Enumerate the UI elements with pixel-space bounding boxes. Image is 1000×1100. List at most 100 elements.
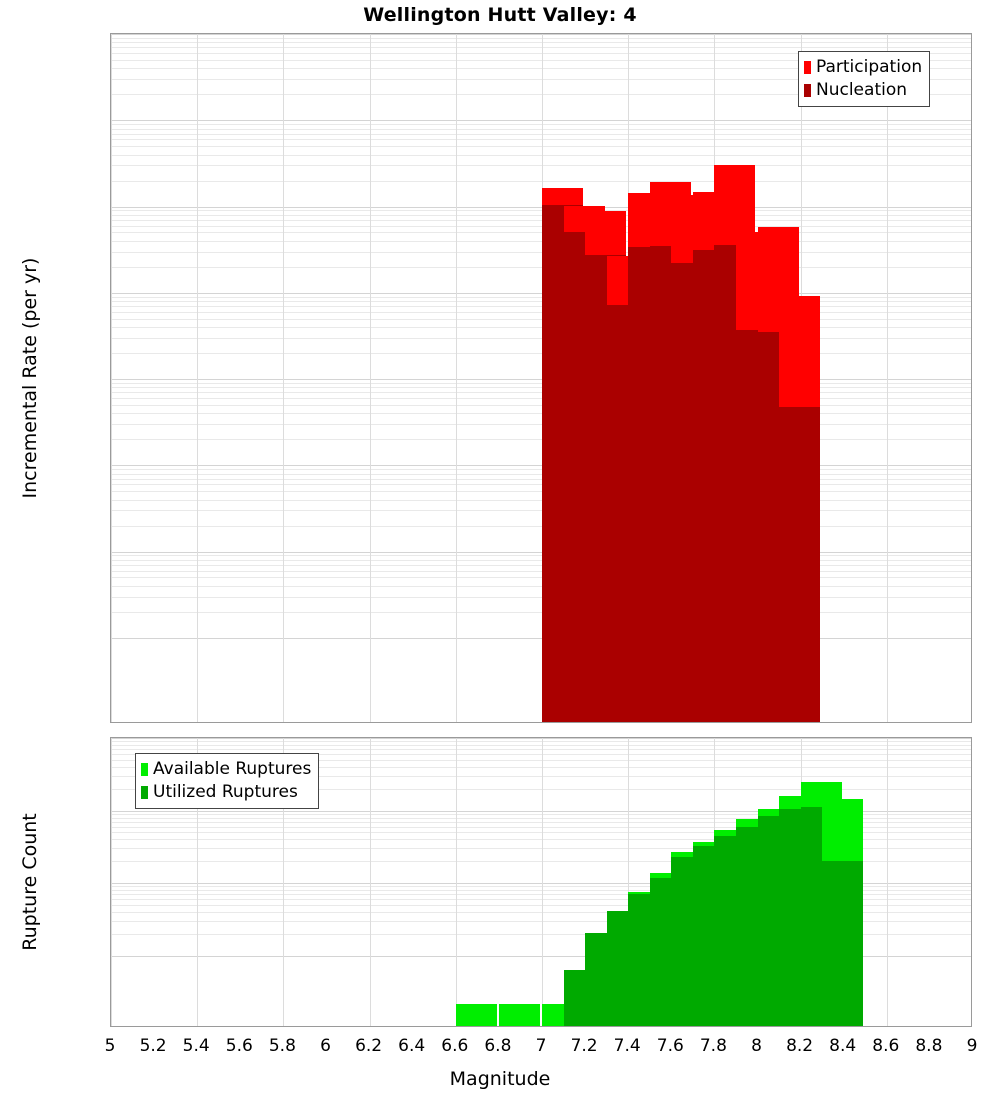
grid-line-minor [111,822,971,823]
legend-label: Nucleation [816,80,908,100]
x-tick-label: 6.6 [441,1036,469,1056]
x-tick-label: 8.8 [915,1036,943,1056]
grid-line-major [111,465,971,466]
bar-group [822,738,863,1026]
x-tick-label: 5.2 [139,1036,167,1056]
grid-line-minor [111,749,971,750]
legend-label: Available Ruptures [153,759,312,779]
grid-line-minor [111,848,971,849]
grid-line-minor [111,210,971,211]
incremental-rate-plot [110,33,972,723]
grid-line-major [111,379,971,380]
grid-line-minor [111,899,971,900]
grid-line-major [111,293,971,294]
grid-line-major [111,552,971,553]
x-tick-label: 6.8 [484,1036,512,1056]
x-tick-label: 6 [320,1036,331,1056]
grid-line-minor [111,312,971,313]
grid-line-minor [111,155,971,156]
legend-label: Participation [816,57,923,77]
grid-line-vertical [628,738,629,1026]
grid-line-minor [111,439,971,440]
x-axis-label: Magnitude [449,1068,551,1090]
grid-line-vertical [197,738,198,1026]
bar-group [456,738,497,1026]
legend-label: Utilized Ruptures [153,782,298,802]
grid-line-minor [111,767,971,768]
grid-line-vertical [370,738,371,1026]
grid-line-minor [111,560,971,561]
grid-line-vertical [456,738,457,1026]
grid-line-minor [111,241,971,242]
x-tick-label: 7.4 [613,1036,641,1056]
grid-line-minor [111,181,971,182]
grid-line-minor [111,814,971,815]
grid-line-minor [111,215,971,216]
grid-line-minor [111,413,971,414]
grid-line-minor [111,134,971,135]
grid-line-minor [111,905,971,906]
legend-item: Available Ruptures [141,758,311,781]
grid-line-minor [111,424,971,425]
grid-line-major [111,811,971,812]
grid-line-minor [111,392,971,393]
grid-line-minor [111,754,971,755]
bottom-chart-legend: Available Ruptures Utilized Ruptures [135,753,320,809]
grid-line-major [111,638,971,639]
grid-line-minor [111,886,971,887]
grid-line-minor [111,479,971,480]
legend-swatch-icon [141,763,148,776]
grid-line-minor [111,338,971,339]
grid-line-minor [111,741,971,742]
grid-line-minor [111,68,971,69]
grid-line-vertical [887,738,888,1026]
grid-line-minor [111,53,971,54]
legend-swatch-icon [804,84,811,97]
legend-swatch-icon [804,61,811,74]
grid-line-minor [111,267,971,268]
grid-line-minor [111,79,971,80]
grid-line-minor [111,47,971,48]
x-tick-label: 5 [104,1036,116,1056]
top-chart-bars [111,34,971,722]
grid-line-minor [111,469,971,470]
grid-line-minor [111,789,971,790]
grid-line-minor [111,60,971,61]
grid-line-minor [111,146,971,147]
top-chart-legend: Participation Nucleation [798,51,931,107]
grid-line-major [111,738,971,739]
grid-line-minor [111,565,971,566]
x-tick-label: 7.8 [699,1036,727,1056]
grid-line-minor [111,760,971,761]
x-tick-label: 8.6 [872,1036,900,1056]
grid-line-minor [111,894,971,895]
grid-line-minor [111,42,971,43]
x-tick-label: 6.4 [398,1036,426,1056]
grid-line-minor [111,398,971,399]
grid-line-minor [111,306,971,307]
page-title: Wellington Hutt Valley: 4 [363,4,637,26]
grid-line-minor [111,612,971,613]
grid-line-minor [111,139,971,140]
grid-line-minor [111,301,971,302]
rupture-count-plot [110,737,972,1027]
grid-line-minor [111,827,971,828]
grid-line-major [111,120,971,121]
grid-line-minor [111,327,971,328]
grid-line-minor [111,818,971,819]
grid-line-minor [111,571,971,572]
grid-line-minor [111,934,971,935]
bottom-chart-y-ticks: 104103102101100 [0,0,104,1100]
grid-line-major [111,34,971,35]
grid-line-minor [111,474,971,475]
grid-line-major [111,207,971,208]
grid-line-minor [111,890,971,891]
grid-line-major [111,883,971,884]
grid-line-minor [111,383,971,384]
grid-line-minor [111,500,971,501]
grid-line-vertical [887,34,888,722]
x-tick-label: 5.6 [225,1036,253,1056]
bar-group [499,738,540,1026]
grid-line-minor [111,297,971,298]
grid-line-minor [111,220,971,221]
